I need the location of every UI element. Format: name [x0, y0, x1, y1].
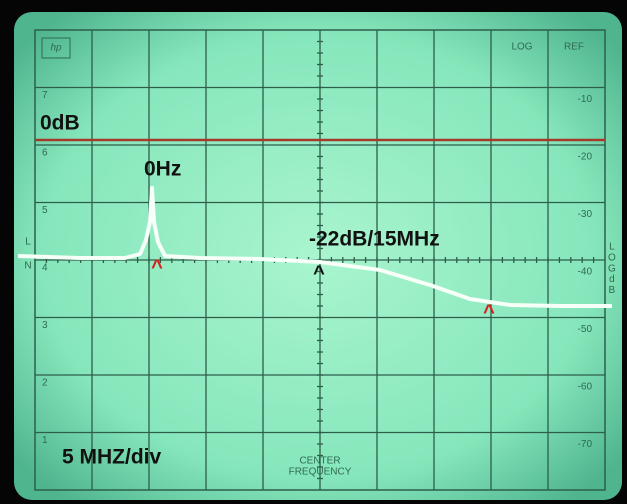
center-label: FREQUENCY	[289, 467, 352, 478]
peak-annotation: 0Hz	[144, 158, 181, 181]
division-label: 5	[42, 205, 48, 216]
scale-annotation: 5 MHZ/div	[62, 446, 161, 469]
ref-level: -50	[578, 324, 593, 335]
ref-level: -70	[578, 439, 593, 450]
marker: ^	[483, 301, 495, 323]
division-label: 2	[42, 378, 48, 389]
side-label: dB	[606, 274, 617, 296]
logo: hp	[50, 43, 62, 54]
marker: ^	[151, 256, 163, 278]
division-label: 6	[42, 148, 48, 159]
side-label: LOG	[606, 242, 617, 275]
side-label: L	[25, 237, 31, 248]
marker-annotation: -22dB/15MHz	[309, 228, 440, 251]
reference-annotation: 0dB	[40, 112, 80, 135]
center-label: CENTER	[299, 456, 340, 467]
log-label: LOG	[511, 42, 532, 53]
division-label: 1	[42, 435, 48, 446]
marker: ^	[313, 262, 325, 284]
ref-level: -60	[578, 382, 593, 393]
division-label: 4	[42, 263, 48, 274]
screen-photo: hp LOG REF L N LOG dB 0dB 0Hz -22dB/15MH…	[0, 0, 627, 504]
ref-label: REF	[564, 42, 584, 53]
ref-level: -20	[578, 152, 593, 163]
division-label: 3	[42, 320, 48, 331]
ref-level: -40	[578, 267, 593, 278]
ref-level: -10	[578, 94, 593, 105]
division-label: 7	[42, 90, 48, 101]
ref-level: -30	[578, 209, 593, 220]
side-label: N	[24, 261, 31, 272]
